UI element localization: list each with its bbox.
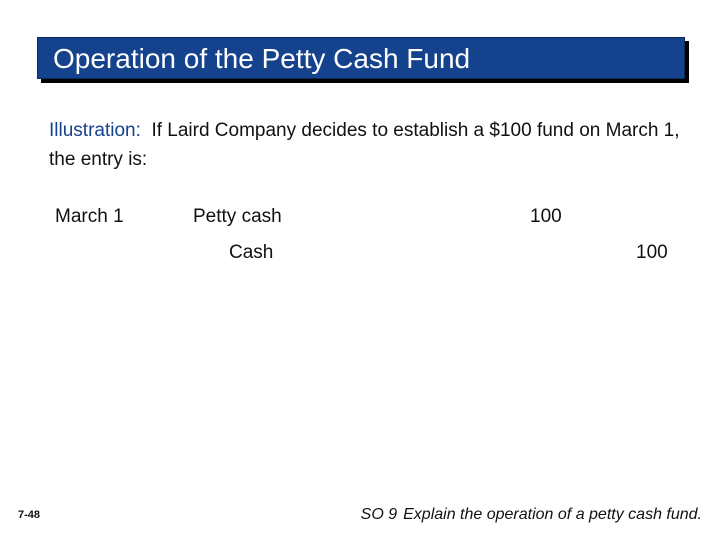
illustration-paragraph: Illustration: If Laird Company decides t… [49, 116, 689, 174]
illustration-text: If Laird Company decides to establish a … [49, 120, 680, 170]
credit-amount: 100 [636, 242, 668, 263]
title-bar: Operation of the Petty Cash Fund [37, 37, 685, 79]
study-objective: SO 9 Explain the operation of a petty cas… [361, 505, 702, 525]
page-number: 7-48 [18, 509, 41, 521]
study-objective-label: SO 9 [360, 506, 398, 523]
entry-date: March 1 [55, 206, 124, 227]
study-objective-text: Explain the operation of a petty cash fu… [403, 506, 702, 523]
illustration-label: Illustration: [49, 120, 141, 141]
slide-title: Operation of the Petty Cash Fund [53, 43, 471, 74]
credit-account: Cash [229, 242, 274, 263]
title-banner: Operation of the Petty Cash Fund [37, 37, 689, 83]
debit-amount: 100 [530, 206, 562, 227]
debit-account: Petty cash [193, 206, 282, 227]
